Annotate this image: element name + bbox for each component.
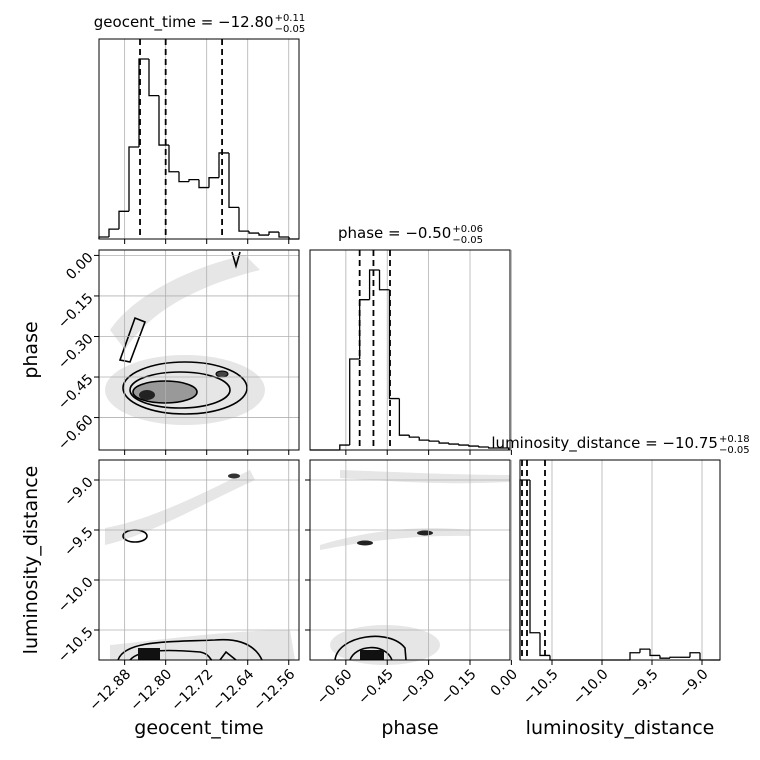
histogram-bin bbox=[498, 447, 510, 450]
panel-title: luminosity_distance = −10.75 bbox=[491, 434, 718, 453]
histogram-bin bbox=[108, 228, 119, 238]
y-tick-label: −9.5 bbox=[61, 524, 96, 559]
histogram-bin bbox=[138, 58, 149, 148]
histogram-bin bbox=[398, 398, 410, 436]
histogram-bin bbox=[378, 270, 390, 291]
histogram-bin bbox=[669, 656, 680, 659]
x-tick-label: −9.5 bbox=[626, 666, 661, 701]
histogram-bin bbox=[478, 446, 489, 448]
x-tick-label: −12.88 bbox=[86, 666, 134, 714]
x-axis-label: phase bbox=[381, 717, 438, 739]
histogram-bin bbox=[188, 179, 199, 182]
histogram-bin bbox=[468, 445, 479, 447]
histogram-bin bbox=[128, 146, 139, 212]
panel: geocent_time = −12.80 +0.11−0.05 bbox=[94, 13, 305, 244]
histogram-bin bbox=[699, 652, 710, 661]
panel-frame bbox=[98, 249, 300, 451]
histogram-bin bbox=[349, 358, 360, 446]
histogram-bin bbox=[488, 447, 499, 449]
x-tick-label: −10.5 bbox=[520, 666, 562, 708]
x-tick-label: −0.30 bbox=[397, 666, 439, 708]
y-tick-label: 0.00 bbox=[63, 250, 96, 283]
x-tick-label: −9.0 bbox=[676, 666, 711, 701]
panel: −10.5 −10.0 −9.5 −9.0 luminosity_distance lum… bbox=[491, 434, 749, 739]
histogram-bin bbox=[368, 269, 380, 300]
histogram-bin bbox=[438, 441, 450, 444]
density-decoration bbox=[105, 251, 510, 665]
title-upper: +0.06 bbox=[452, 224, 483, 235]
histogram-bin bbox=[388, 289, 400, 400]
panel: 0.00 −0.15−0.30−0.45−0.60 phase bbox=[20, 249, 300, 455]
y-tick-label: −0.15 bbox=[55, 290, 97, 332]
panel-frame bbox=[519, 459, 721, 661]
title-lower: −0.05 bbox=[275, 24, 306, 35]
histogram-bin bbox=[659, 655, 670, 659]
panel: phase = −0.50 +0.06−0.05 bbox=[309, 224, 512, 455]
histogram-bin bbox=[408, 435, 420, 438]
histogram-bin bbox=[168, 145, 179, 173]
y-axis-label: phase bbox=[20, 321, 42, 378]
panel-frame bbox=[98, 459, 300, 661]
panel-title: phase = −0.50 bbox=[338, 224, 451, 242]
x-tick-label: −12.64 bbox=[209, 666, 257, 714]
panel-frame bbox=[98, 38, 300, 240]
y-tick-label: −0.60 bbox=[55, 412, 97, 454]
histogram-bin bbox=[268, 231, 279, 236]
histogram-bin bbox=[359, 299, 370, 360]
histogram-bin bbox=[689, 652, 700, 658]
histogram-bin bbox=[218, 152, 229, 178]
y-axis-label: luminosity_distance bbox=[20, 466, 42, 655]
y-tick-label: −9.0 bbox=[61, 474, 96, 509]
histogram-bin bbox=[418, 437, 430, 441]
x-axis-label: luminosity_distance bbox=[526, 717, 715, 739]
x-tick-label: 0.00 bbox=[488, 666, 521, 699]
x-axis-label: geocent_time bbox=[134, 717, 263, 739]
x-tick-label: −12.80 bbox=[127, 666, 175, 714]
x-tick-label: −0.15 bbox=[438, 666, 480, 708]
histogram-bin bbox=[339, 444, 350, 450]
histogram-bin bbox=[228, 152, 239, 209]
x-tick-label: −12.56 bbox=[250, 666, 298, 714]
title-upper: +0.18 bbox=[719, 434, 750, 445]
histogram-bin bbox=[258, 233, 269, 236]
title-upper: +0.11 bbox=[275, 13, 306, 24]
histogram-bin bbox=[549, 655, 560, 661]
histogram-bin bbox=[198, 179, 209, 189]
y-tick-label: −0.45 bbox=[55, 371, 97, 413]
histogram-bin bbox=[539, 632, 550, 657]
x-tick-label: −0.60 bbox=[314, 666, 356, 708]
panel: −0.60 −0.45 −0.30 −0.15 0.00 phase bbox=[305, 459, 521, 739]
histogram-bin bbox=[178, 171, 189, 183]
title-lower: −0.05 bbox=[719, 445, 750, 456]
x-tick-label: −10.0 bbox=[570, 666, 612, 708]
histogram-bin bbox=[529, 480, 540, 634]
title-lower: −0.05 bbox=[452, 235, 483, 246]
panel-title: geocent_time = −12.80 bbox=[94, 13, 274, 32]
y-tick-label: −10.5 bbox=[55, 624, 97, 666]
histogram-bin bbox=[448, 443, 459, 445]
y-tick-label: −10.0 bbox=[55, 574, 97, 616]
histogram-bin bbox=[208, 177, 219, 188]
x-tick-label: −0.45 bbox=[355, 666, 397, 708]
histogram-bin bbox=[148, 59, 159, 97]
histogram-bin bbox=[629, 652, 640, 660]
histogram-bin bbox=[118, 210, 129, 230]
y-tick-label: −0.30 bbox=[55, 331, 97, 373]
histogram-bin bbox=[458, 444, 469, 446]
panel-frame bbox=[309, 249, 511, 451]
histogram-bin bbox=[278, 232, 289, 238]
histogram-bin bbox=[158, 95, 169, 146]
histogram-bin bbox=[428, 440, 440, 442]
histogram-bin bbox=[238, 207, 249, 232]
histogram-bin bbox=[639, 648, 650, 653]
histogram-bin bbox=[248, 231, 259, 234]
panel-frame bbox=[309, 459, 511, 661]
histogram-bin bbox=[649, 649, 660, 657]
panel: −9.0 −9.5 −10.0 −10.5 luminosity_distance −12… bbox=[20, 459, 300, 739]
x-tick-label: −12.72 bbox=[168, 666, 216, 714]
